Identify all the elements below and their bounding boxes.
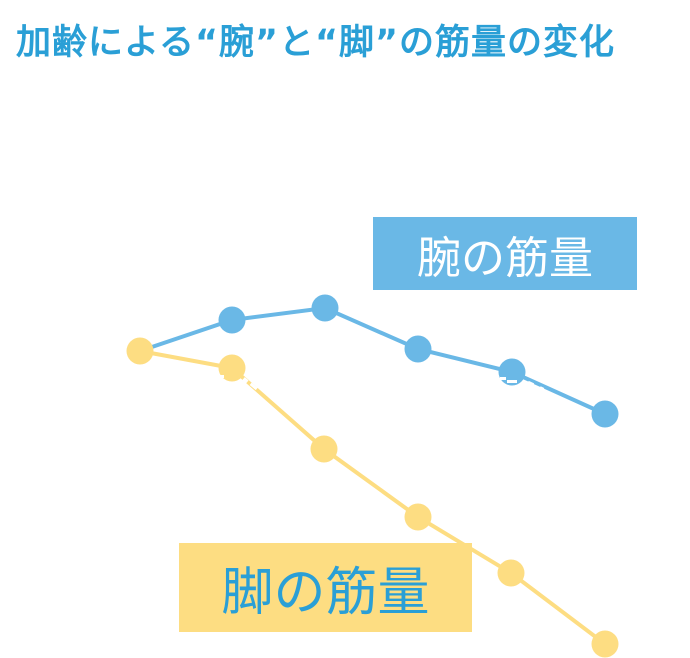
data-point (591, 400, 619, 428)
data-point (311, 294, 339, 322)
data-point (404, 503, 432, 531)
data-point (591, 630, 619, 658)
chart-title: 加齢による“腕”と“脚”の筋量の変化 (16, 23, 615, 63)
arm-series (139, 294, 619, 428)
data-point (218, 354, 246, 382)
data-point (126, 337, 154, 365)
arm-muscle-label: 腕の筋量 (373, 217, 637, 290)
data-point (497, 559, 525, 587)
leg-series (126, 337, 619, 658)
leg-muscle-label-text: 脚の筋量 (221, 563, 430, 623)
data-point (310, 435, 338, 463)
data-point (404, 335, 432, 363)
render-artifacts (218, 375, 545, 391)
arm-muscle-label-text: 腕の筋量 (417, 232, 593, 284)
data-point (218, 306, 246, 334)
leg-muscle-label: 脚の筋量 (179, 543, 472, 632)
